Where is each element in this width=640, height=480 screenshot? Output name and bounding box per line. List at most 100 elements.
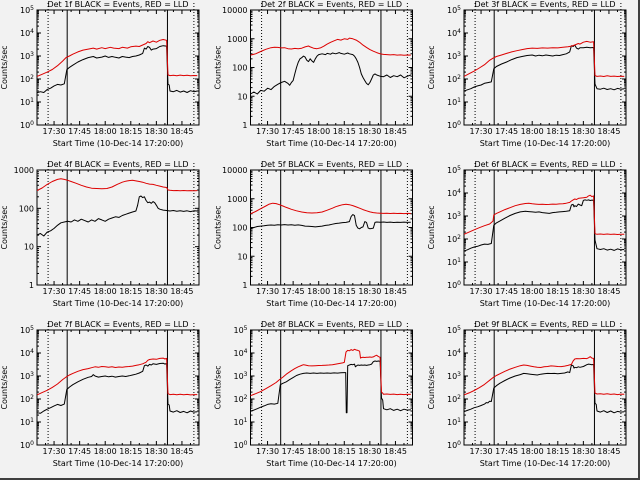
events-trace	[464, 363, 625, 414]
y-axis-label: Counts/sec	[0, 365, 9, 409]
x-tick-label: 18:45	[597, 447, 620, 456]
lld-trace	[464, 40, 625, 77]
events-trace	[250, 52, 411, 95]
y-tick-label: 1	[242, 121, 247, 130]
y-tick-label: 1000	[227, 35, 247, 44]
x-tick-label: 18:15	[546, 127, 569, 136]
chart-title: Det 3f BLACK = Events, RED = LLD	[474, 0, 615, 9]
x-tick-label: 17:30	[470, 127, 493, 136]
events-trace	[464, 44, 625, 92]
x-tick-label: 18:15	[119, 287, 142, 296]
x-tick-label: 18:30	[145, 127, 168, 136]
y-tick-label: 102	[20, 74, 34, 84]
y-tick-label: 1	[242, 281, 247, 290]
subplot-det-4: Det 4f BLACK = Events, RED = LLD 17:30 17:…	[0, 160, 213, 320]
y-tick-label: 101	[447, 97, 461, 107]
chart-det-9: Det 9f BLACK = Events, RED = LLD 17:30 17:…	[427, 320, 627, 468]
y-tick-label: 103	[447, 51, 461, 61]
y-tick-label: 105	[447, 325, 461, 335]
y-tick-label: 100	[20, 440, 34, 450]
y-tick-label: 104	[447, 348, 461, 358]
y-tick-label: 10000	[222, 6, 247, 15]
lld-trace	[250, 348, 411, 397]
lld-trace	[37, 357, 198, 396]
events-trace	[37, 45, 198, 94]
y-tick-label: 104	[233, 348, 247, 358]
x-axis-label: Start Time (10-Dec-14 17:20:00)	[53, 299, 184, 308]
chart-title: Det 5f BLACK = Events, RED = LLD	[261, 160, 402, 169]
x-tick-label: 18:30	[572, 287, 595, 296]
y-tick-label: 104	[20, 28, 34, 38]
y-tick-label: 104	[20, 348, 34, 358]
y-axis-label: Counts/sec	[0, 205, 9, 249]
y-tick-label: 101	[20, 417, 34, 427]
x-tick-label: 18:30	[572, 447, 595, 456]
subplot-det-7: Det 7f BLACK = Events, RED = LLD 17:30 17:…	[0, 320, 213, 480]
window-bottom-edge	[0, 478, 640, 480]
x-tick-label: 18:15	[333, 287, 356, 296]
x-axis-label: Start Time (10-Dec-14 17:20:00)	[480, 459, 611, 468]
x-tick-label: 18:00	[521, 287, 544, 296]
x-axis-label: Start Time (10-Dec-14 17:20:00)	[53, 139, 184, 148]
chart-title: Det 1f BLACK = Events, RED = LLD	[47, 0, 188, 9]
lld-trace	[37, 39, 198, 77]
x-axis-label: Start Time (10-Dec-14 17:20:00)	[480, 299, 611, 308]
chart-title: Det 7f BLACK = Events, RED = LLD	[47, 320, 188, 329]
x-tick-label: 17:45	[495, 127, 518, 136]
y-tick-label: 102	[447, 394, 461, 404]
x-tick-label: 18:15	[546, 447, 569, 456]
y-tick-label: 1	[29, 281, 34, 290]
y-tick-label: 101	[20, 97, 34, 107]
x-tick-label: 18:00	[307, 447, 330, 456]
x-tick-label: 18:00	[521, 447, 544, 456]
x-tick-label: 17:30	[470, 447, 493, 456]
x-tick-label: 17:30	[43, 127, 66, 136]
y-tick-label: 105	[233, 325, 247, 335]
x-axis-label: Start Time (10-Dec-14 17:20:00)	[266, 459, 397, 468]
x-tick-label: 18:15	[333, 127, 356, 136]
subplot-det-6: Det 6f BLACK = Events, RED = LLD 17:30 17:…	[427, 160, 640, 320]
x-tick-label: 17:45	[495, 447, 518, 456]
y-tick-label: 101	[447, 257, 461, 267]
x-tick-label: 18:00	[521, 127, 544, 136]
y-tick-label: 102	[20, 394, 34, 404]
x-tick-label: 18:00	[94, 447, 117, 456]
chart-det-1: Det 1f BLACK = Events, RED = LLD 17:30 17:…	[0, 0, 200, 148]
y-tick-label: 100	[232, 224, 247, 233]
x-tick-label: 18:15	[333, 447, 356, 456]
x-tick-label: 17:45	[495, 287, 518, 296]
y-tick-label: 10000	[222, 166, 247, 175]
y-tick-label: 10	[237, 252, 247, 261]
y-tick-label: 101	[233, 417, 247, 427]
x-axis-label: Start Time (10-Dec-14 17:20:00)	[480, 139, 611, 148]
x-tick-label: 18:45	[384, 287, 407, 296]
x-tick-label: 18:30	[145, 287, 168, 296]
x-tick-label: 17:30	[256, 127, 279, 136]
y-tick-label: 104	[447, 28, 461, 38]
x-tick-label: 18:45	[170, 447, 193, 456]
x-tick-label: 17:45	[68, 287, 91, 296]
y-axis-label: Counts/sec	[427, 205, 436, 249]
x-tick-label: 18:00	[94, 287, 117, 296]
x-tick-label: 17:45	[68, 447, 91, 456]
x-tick-label: 17:30	[43, 287, 66, 296]
chart-title: Det 4f BLACK = Events, RED = LLD	[47, 160, 188, 169]
subplot-det-2: Det 2f BLACK = Events, RED = LLD 17:30 17:…	[213, 0, 427, 160]
y-tick-label: 100	[232, 64, 247, 73]
x-tick-label: 18:45	[170, 127, 193, 136]
x-tick-label: 18:45	[384, 447, 407, 456]
y-tick-label: 103	[20, 51, 34, 61]
y-tick-label: 102	[447, 74, 461, 84]
x-tick-label: 18:30	[572, 127, 595, 136]
chart-title: Det 9f BLACK = Events, RED = LLD	[474, 320, 615, 329]
y-tick-label: 100	[19, 204, 34, 213]
x-tick-label: 17:30	[256, 287, 279, 296]
chart-title: Det 2f BLACK = Events, RED = LLD	[261, 0, 402, 9]
lld-trace	[464, 194, 625, 235]
y-tick-label: 100	[233, 440, 247, 450]
x-tick-label: 17:45	[68, 127, 91, 136]
x-tick-label: 18:15	[546, 287, 569, 296]
y-tick-label: 102	[447, 234, 461, 244]
y-tick-label: 103	[447, 211, 461, 221]
